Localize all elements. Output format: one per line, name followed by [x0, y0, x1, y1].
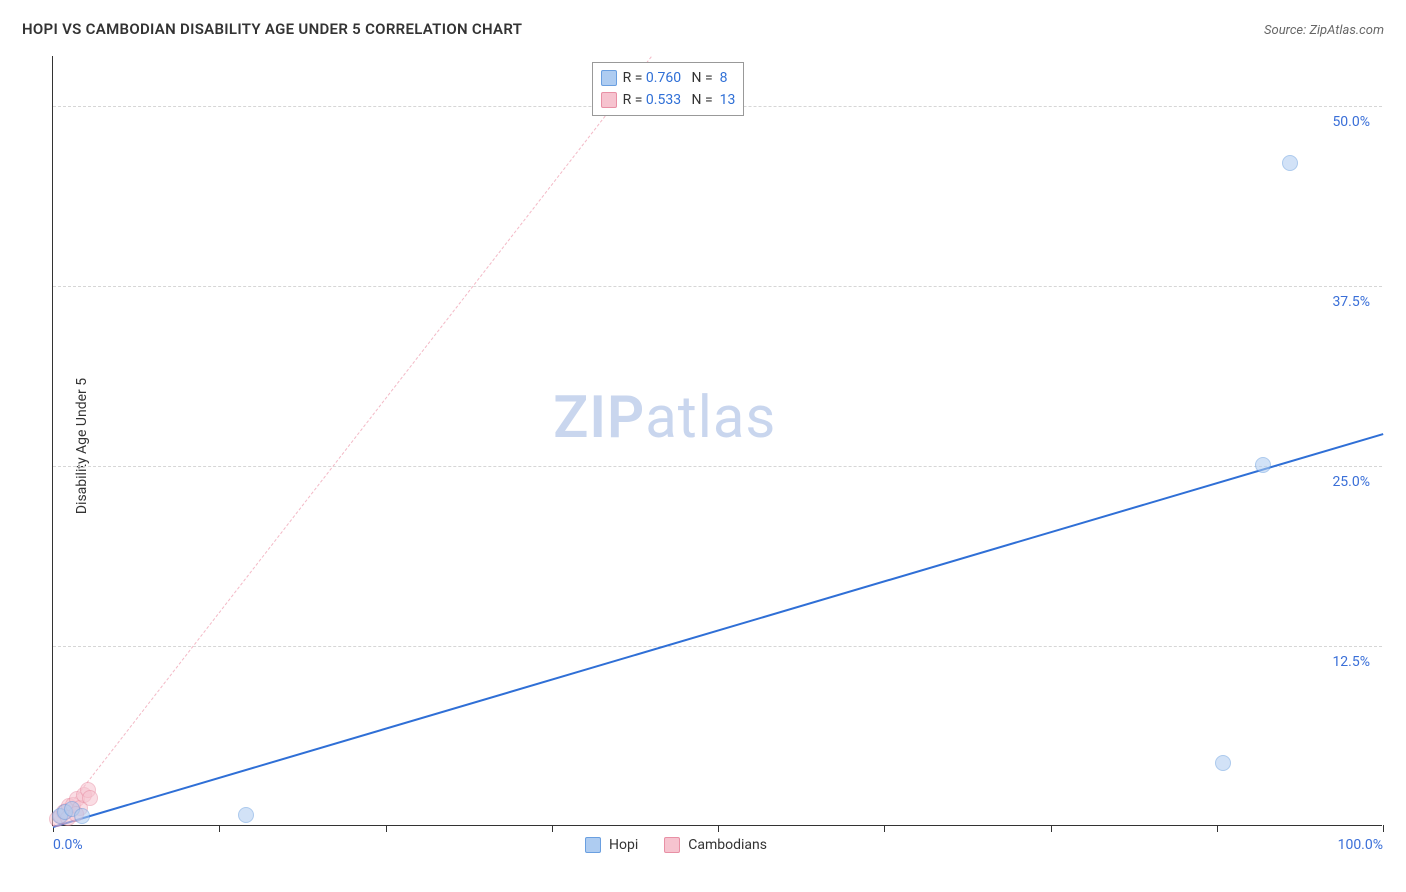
- legend-stats-text: R = 0.760 N = 8: [623, 67, 728, 89]
- plot-area: 12.5%25.0%37.5%50.0%0.0%100.0%ZIPatlasR …: [52, 56, 1382, 826]
- legend-stats-row-hopi: R = 0.760 N = 8: [601, 67, 736, 89]
- legend-stats-row-cambodians: R = 0.533 N = 13: [601, 89, 736, 111]
- legend-stats: R = 0.760 N = 8R = 0.533 N = 13: [592, 62, 745, 116]
- title-bar: HOPI VS CAMBODIAN DISABILITY AGE UNDER 5…: [22, 20, 1384, 38]
- x-tick: [1383, 825, 1384, 832]
- x-tick: [884, 825, 885, 832]
- watermark: ZIPatlas: [553, 384, 776, 452]
- y-tick-label: 25.0%: [1332, 474, 1370, 490]
- legend-series: Hopi Cambodians: [585, 837, 785, 853]
- x-tick: [1051, 825, 1052, 832]
- swatch-icon: [601, 92, 617, 108]
- point-hopi: [238, 807, 254, 823]
- x-tick: [386, 825, 387, 832]
- gridline: [53, 466, 1382, 467]
- gridline: [53, 286, 1382, 287]
- gridline: [53, 646, 1382, 647]
- legend-stats-text: R = 0.533 N = 13: [623, 89, 736, 111]
- point-hopi: [1255, 457, 1271, 473]
- source-name: ZipAtlas.com: [1309, 23, 1384, 38]
- point-hopi: [1215, 755, 1231, 771]
- point-cambodians: [82, 790, 98, 806]
- point-hopi: [74, 808, 90, 824]
- legend-series-label-cambodians: Cambodians: [688, 837, 767, 853]
- x-tick: [1217, 825, 1218, 832]
- regression-line-hopi: [53, 433, 1384, 828]
- regression-line-cambodians: [53, 56, 652, 827]
- x-max-label: 100.0%: [1338, 837, 1383, 853]
- swatch-icon: [585, 837, 601, 853]
- point-hopi: [1282, 155, 1298, 171]
- x-min-label: 0.0%: [53, 837, 83, 853]
- y-tick-label: 12.5%: [1332, 654, 1370, 670]
- source-credit: Source: ZipAtlas.com: [1264, 23, 1384, 38]
- legend-series-label-hopi: Hopi: [609, 837, 638, 853]
- x-tick: [219, 825, 220, 832]
- swatch-icon: [601, 70, 617, 86]
- source-prefix: Source:: [1264, 23, 1309, 38]
- y-tick-label: 37.5%: [1332, 294, 1370, 310]
- chart-title: HOPI VS CAMBODIAN DISABILITY AGE UNDER 5…: [22, 20, 522, 38]
- swatch-icon: [664, 837, 680, 853]
- y-tick-label: 50.0%: [1332, 114, 1370, 130]
- x-tick: [718, 825, 719, 832]
- x-tick: [552, 825, 553, 832]
